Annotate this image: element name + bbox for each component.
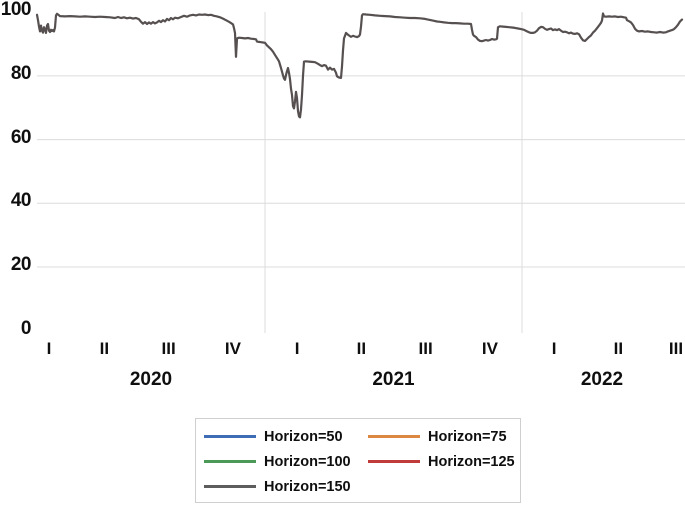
quarter-tick-label: III: [418, 339, 433, 358]
quarter-tick-label: I: [551, 339, 557, 358]
legend-line-swatch: [204, 435, 256, 438]
legend-label: Horizon=100: [264, 453, 351, 470]
y-tick-label: 20: [10, 254, 32, 275]
quarter-tick-label: II: [99, 339, 110, 358]
y-tick-label: 0: [20, 317, 32, 339]
quarter-tick-label: III: [161, 339, 176, 358]
legend-label: Horizon=75: [428, 428, 507, 445]
legend-item: Horizon=125: [368, 449, 520, 474]
quarter-tick-label: II: [356, 339, 367, 358]
quarter-tick-label: I: [294, 339, 300, 358]
legend-label: Horizon=50: [264, 428, 343, 445]
year-label: 2022: [580, 369, 624, 390]
legend-box: Horizon=50 Horizon=75 Horizon=100 Horizon=1…: [195, 418, 521, 503]
y-tick-label: 100: [0, 0, 32, 21]
legend-label: Horizon=125: [428, 453, 515, 470]
legend-line-swatch: [368, 460, 420, 463]
y-tick-label: 60: [10, 126, 32, 148]
quarter-tick-label: III: [668, 339, 684, 358]
year-label: 2021: [372, 369, 415, 390]
legend-label: Horizon=150: [264, 478, 351, 495]
y-tick-label: 40: [10, 190, 32, 212]
quarter-tick-label: II: [613, 339, 624, 358]
legend-line-swatch: [204, 485, 256, 488]
legend-item: Horizon=100: [204, 449, 368, 474]
legend-item: Horizon=75: [368, 424, 520, 449]
legend-line-swatch: [368, 435, 420, 438]
legend-item: Horizon=150: [204, 474, 368, 499]
year-label: 2020: [129, 369, 173, 390]
y-tick-label: 80: [10, 62, 32, 84]
series-line: [35, 12, 684, 119]
legend-line-swatch: [204, 460, 256, 463]
legend-item: Horizon=50: [204, 424, 368, 449]
quarter-tick-label: IV: [481, 339, 498, 358]
quarter-tick-label: I: [46, 339, 52, 358]
quarter-tick-label: IV: [224, 339, 241, 358]
